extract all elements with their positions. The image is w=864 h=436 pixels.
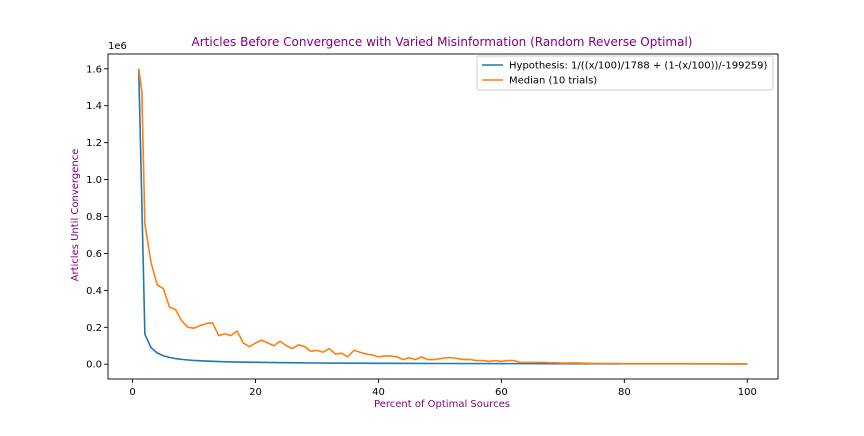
x-tick-label: 20 bbox=[249, 387, 262, 398]
plot-background bbox=[108, 54, 778, 379]
y-tick-label: 1.4 bbox=[86, 101, 102, 112]
plot-area: 0 20 40 60 80 100 0.0 0.2 0.4 0.6 0.8 1.0 1.2 1.4 1.6 bbox=[86, 53, 779, 398]
y-tick-label: 0.2 bbox=[86, 323, 102, 334]
legend-label-hypothesis: Hypothesis: 1/((x/100)/1788 + (1-(x/100)… bbox=[509, 61, 768, 72]
y-axis-label: Articles Until Convergence bbox=[70, 149, 81, 282]
series-line-0 bbox=[137, 68, 748, 365]
y-tick-label: 0.6 bbox=[86, 249, 102, 260]
x-tick-label: 100 bbox=[738, 387, 757, 398]
legend-label-median: Median (10 trials) bbox=[509, 76, 597, 87]
y-tick-label: 0.4 bbox=[86, 286, 102, 297]
x-tick-label: 80 bbox=[618, 387, 631, 398]
y-tick-label: 0.0 bbox=[86, 360, 102, 371]
series-line-1 bbox=[137, 68, 748, 365]
x-axis-label: Percent of Optimal Sources bbox=[374, 399, 510, 410]
y-tick-label: 1.6 bbox=[86, 64, 102, 75]
y-tick-label: 0.8 bbox=[86, 212, 102, 223]
x-tick-label: 40 bbox=[372, 387, 385, 398]
y-offset-label: 1e6 bbox=[108, 41, 127, 52]
y-tick-label: 1.2 bbox=[86, 138, 102, 149]
legend-box bbox=[476, 55, 774, 91]
legend: Hypothesis: 1/((x/100)/1788 + (1-(x/100)… bbox=[476, 55, 774, 91]
x-tick-label: 60 bbox=[495, 387, 508, 398]
y-tick-label: 1.0 bbox=[86, 175, 102, 186]
chart-title: Articles Before Convergence with Varied … bbox=[192, 35, 693, 49]
x-tick-label: 0 bbox=[129, 387, 135, 398]
